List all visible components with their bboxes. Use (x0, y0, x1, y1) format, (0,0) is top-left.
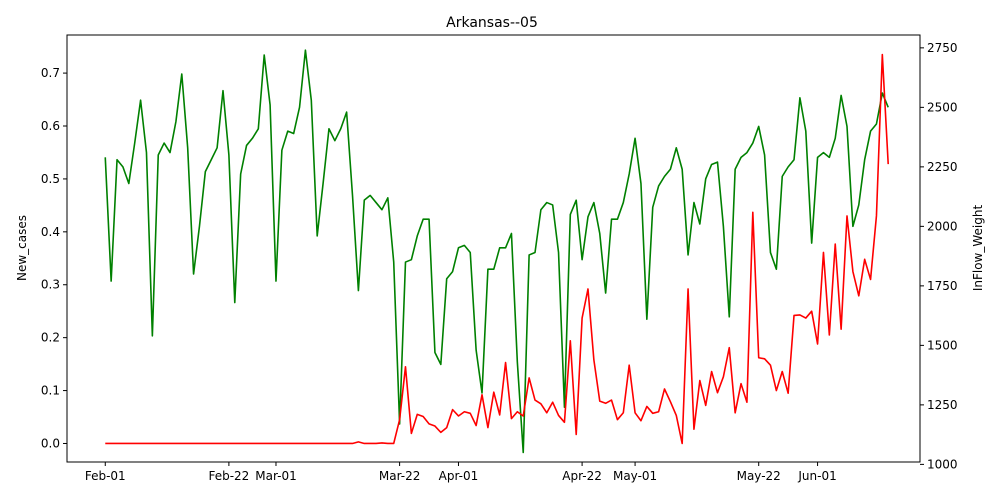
x-tick-label: Feb-22 (208, 469, 249, 483)
right-tick-label: 1750 (927, 279, 958, 293)
right-tick-label: 1250 (927, 398, 958, 412)
left-tick-label: 0.4 (41, 225, 60, 239)
chart-title: Arkansas--05 (446, 15, 538, 31)
series-line-inflow-weight (104, 49, 889, 454)
x-tick-label: Apr-22 (562, 469, 602, 483)
right-tick-label: 2750 (927, 41, 958, 55)
plot-frame (66, 34, 921, 463)
right-tick-label: 2000 (927, 219, 958, 233)
y-axis-label-right: InFlow_Weight (971, 205, 985, 292)
x-tick-label: Mar-22 (379, 469, 420, 483)
left-axis: 0.0 0.1 0.2 0.3 0.4 0.5 0.6 0.7 (41, 66, 67, 450)
left-tick-label: 0.0 (41, 436, 60, 450)
left-tick-label: 0.1 (41, 384, 60, 398)
left-tick-label: 0.3 (41, 278, 60, 292)
x-axis: Feb-01 Feb-22 Mar-01 Mar-22 Apr-01 Apr-22 May-… (85, 462, 837, 483)
right-tick-label: 1000 (927, 457, 958, 471)
right-tick-label: 1500 (927, 338, 958, 352)
series-line-new-cases (105, 53, 890, 445)
x-tick-label: Feb-01 (85, 469, 126, 483)
left-tick-label: 0.2 (41, 331, 60, 345)
x-tick-label: Jun-01 (797, 469, 836, 483)
right-axis: 1000 1250 1500 1750 2000 2250 2500 2750 (920, 41, 958, 471)
left-tick-label: 0.7 (41, 66, 60, 80)
y-axis-label-left: New_cases (15, 215, 29, 281)
x-tick-label: Mar-01 (255, 469, 296, 483)
left-tick-label: 0.6 (41, 119, 60, 133)
x-tick-label: May-01 (613, 469, 657, 483)
right-tick-label: 2250 (927, 160, 958, 174)
x-tick-label: May-22 (737, 469, 781, 483)
left-tick-label: 0.5 (41, 172, 60, 186)
plot-area (104, 49, 890, 454)
right-tick-label: 2500 (927, 100, 958, 114)
x-tick-label: Apr-01 (439, 469, 479, 483)
